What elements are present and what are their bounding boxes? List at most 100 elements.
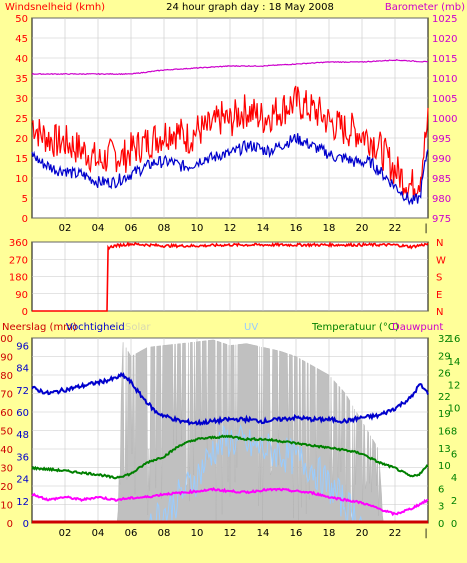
wind-gust-line (31, 85, 429, 199)
barometer-y-tick: 975 (432, 214, 451, 225)
wind-direction-line (32, 241, 429, 312)
wind-x-tick: 18 (323, 223, 336, 234)
weather-x-tick: 16 (290, 528, 303, 539)
barometer-y-tick: 990 (432, 154, 451, 165)
wind-x-tick: 08 (158, 223, 171, 234)
rain-y-tick: 20 (0, 482, 13, 493)
rain-y-tick: 80 (0, 371, 13, 382)
chart-title: 24 hour graph day : 18 May 2008 (166, 2, 334, 13)
temperature-y-tick: 13 (438, 444, 451, 455)
wind-y-tick: 50 (15, 14, 28, 25)
direction-y-tick: 360 (9, 238, 28, 249)
barometer-line (31, 59, 428, 76)
direction-compass-label: E (436, 290, 442, 301)
temperature-y-tick: 3 (438, 502, 444, 513)
wind-x-end: | (424, 223, 427, 234)
direction-compass-label: N (436, 307, 443, 318)
direction-y-tick: 270 (9, 255, 28, 266)
rain-y-tick: 100 (0, 334, 13, 345)
wind-y-tick: 20 (15, 134, 28, 145)
dewpoint-y-tick: 16 (448, 334, 461, 345)
barometer-axis-label: Barometer (mb) (385, 2, 465, 13)
rain-y-tick: 70 (0, 390, 13, 401)
humidity-y-tick: 36 (16, 452, 29, 463)
wind-x-tick: 16 (290, 223, 303, 234)
weather-x-tick: 12 (224, 528, 237, 539)
weather-x-tick: 22 (389, 528, 402, 539)
weather-x-tick: 10 (191, 528, 204, 539)
barometer-y-tick: 1000 (432, 114, 457, 125)
dewpoint-y-tick: 0 (451, 519, 457, 530)
rain-y-tick: 60 (0, 408, 13, 419)
uv-axis-label: UV (244, 322, 258, 333)
wind-x-tick: 12 (224, 223, 237, 234)
dewpoint-y-tick: 12 (448, 380, 461, 391)
humidity-y-tick: 0 (23, 519, 29, 530)
temperature-y-tick: 19 (438, 409, 451, 420)
wind-y-tick: 10 (15, 174, 28, 185)
wind-y-tick: 30 (15, 94, 28, 105)
temperature-y-tick: 26 (438, 369, 451, 380)
direction-y-tick: 180 (9, 273, 28, 284)
temperature-y-tick: 32 (438, 334, 451, 345)
weather-x-tick: 08 (158, 528, 171, 539)
weather-x-tick: 06 (125, 528, 138, 539)
wind-x-tick: 22 (389, 223, 402, 234)
barometer-y-tick: 1010 (432, 74, 457, 85)
barometer-y-tick: 1020 (432, 34, 457, 45)
direction-y-tick: 90 (15, 290, 28, 301)
humidity-y-tick: 96 (16, 341, 29, 352)
wind-x-tick: 20 (356, 223, 369, 234)
dewpoint-y-tick: 14 (448, 357, 461, 368)
wind-x-tick: 04 (92, 223, 105, 234)
humidity-y-tick: 24 (16, 475, 29, 486)
temperature-y-tick: 29 (438, 351, 451, 362)
wind-x-tick: 14 (257, 223, 270, 234)
rain-y-tick: 10 (0, 501, 13, 512)
humidity-y-tick: 72 (16, 386, 29, 397)
temperature-y-tick: 16 (438, 427, 451, 438)
temperature-line (31, 434, 429, 480)
barometer-y-tick: 1005 (432, 94, 457, 105)
dewpoint-y-tick: 2 (451, 496, 457, 507)
humidity-line (31, 371, 429, 427)
dewpoint-line (31, 486, 429, 517)
dewpoint-y-tick: 8 (451, 427, 457, 438)
wind-y-tick: 25 (15, 114, 28, 125)
direction-y-tick: 0 (22, 307, 28, 318)
weather-x-tick: 18 (323, 528, 336, 539)
wind-y-tick: 35 (15, 74, 28, 85)
wind-x-tick: 02 (59, 223, 72, 234)
humidity-y-tick: 48 (16, 430, 29, 441)
direction-compass-label: W (436, 255, 446, 266)
barometer-y-tick: 980 (432, 194, 451, 205)
barometer-y-tick: 985 (432, 174, 451, 185)
weather-x-tick: 20 (356, 528, 369, 539)
wind-y-tick: 0 (22, 214, 28, 225)
rain-axis-label: Neerslag (mm) (2, 322, 77, 333)
barometer-y-tick: 1015 (432, 54, 457, 65)
weather-x-tick: 14 (257, 528, 270, 539)
temperature-y-tick: 22 (438, 392, 451, 403)
wind-x-tick: 10 (191, 223, 204, 234)
rain-y-tick: 0 (7, 519, 13, 530)
rain-y-tick: 30 (0, 464, 13, 475)
wind-axis-label: Windsnelheid (kmh) (5, 2, 105, 13)
temperature-y-tick: 0 (438, 519, 444, 530)
wind-speed-line (31, 133, 429, 206)
wind-y-tick: 5 (22, 194, 28, 205)
direction-compass-label: S (436, 273, 442, 284)
rain-y-tick: 40 (0, 445, 13, 456)
dewpoint-y-tick: 6 (451, 450, 457, 461)
wind-x-tick: 06 (125, 223, 138, 234)
barometer-y-tick: 1025 (432, 14, 457, 25)
humidity-axis-label: Vochtigheid (66, 322, 125, 333)
barometer-y-tick: 995 (432, 134, 451, 145)
temperature-y-tick: 10 (438, 461, 451, 472)
humidity-y-tick: 60 (16, 408, 29, 419)
solar-axis-label: Solar (125, 322, 151, 333)
weather-x-end: | (424, 528, 427, 539)
wind-y-tick: 45 (15, 34, 28, 45)
dewpoint-axis-label: Dauwpunt (392, 322, 443, 333)
